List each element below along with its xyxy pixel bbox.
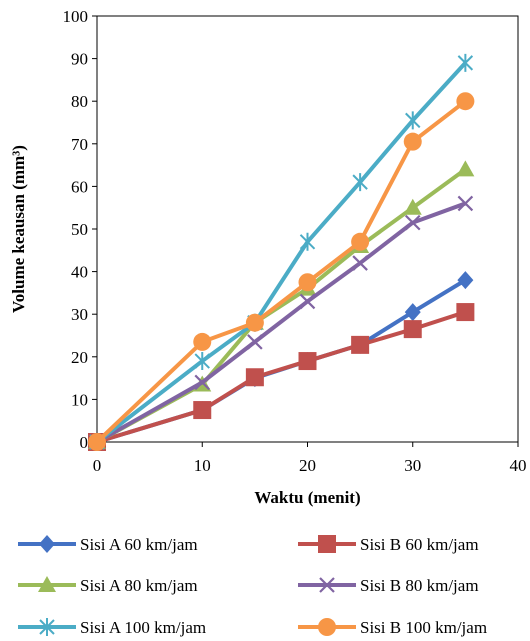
y-tick-label: 90 — [71, 50, 88, 69]
data-point — [457, 195, 474, 212]
legend-label: Sisi B 80 km/jam — [360, 576, 479, 595]
series-line — [95, 99, 467, 444]
data-point — [403, 132, 422, 151]
legend-item: Sisi A 60 km/jam — [18, 535, 198, 554]
x-tick-label: 0 — [93, 456, 102, 475]
y-tick-label: 60 — [71, 177, 88, 196]
y-tick-label: 20 — [71, 348, 88, 367]
legend-label: Sisi A 80 km/jam — [80, 576, 198, 595]
legend-swatch-marker — [38, 576, 56, 592]
y-tick-label: 0 — [80, 433, 89, 452]
legend-item: Sisi B 100 km/jam — [298, 618, 487, 637]
x-axis-label: Waktu (menit) — [254, 488, 360, 507]
chart-axes: 0 10 20 30 40 50 60 70 80 90 100 0 10 20 30 40 — [63, 7, 527, 475]
data-point — [351, 232, 370, 251]
data-point — [298, 273, 317, 292]
x-tick-label: 20 — [299, 456, 316, 475]
legend-item: Sisi B 60 km/jam — [298, 535, 479, 554]
series-sisi-b-60-km-jam — [88, 303, 475, 451]
data-point — [456, 303, 475, 322]
legend-label: Sisi A 60 km/jam — [80, 535, 198, 554]
data-point — [457, 53, 474, 72]
y-tick-label: 40 — [71, 263, 88, 282]
plot-area-border — [96, 15, 519, 443]
data-point — [247, 334, 263, 350]
x-tick-label: 30 — [404, 456, 421, 475]
x-tick-label: 40 — [510, 456, 527, 475]
y-tick-label: 30 — [71, 305, 88, 324]
data-point — [403, 320, 422, 339]
chart-legend: Sisi A 60 km/jam Sisi B 60 km/jam Sisi A 8… — [18, 535, 487, 637]
legend-swatch-marker — [39, 618, 55, 636]
data-point — [193, 332, 212, 351]
legend-item: Sisi B 80 km/jam — [298, 576, 479, 595]
series-sisi-b-100-km-jam — [88, 92, 475, 451]
legend-swatch-marker — [318, 535, 336, 553]
chart-series-layer — [88, 53, 475, 451]
data-point — [405, 111, 421, 130]
y-tick-label: 50 — [71, 220, 88, 239]
data-point — [404, 214, 421, 231]
y-axis-label: Volume keausan (mm³) — [9, 145, 28, 313]
data-point — [404, 303, 421, 322]
data-point — [457, 271, 474, 290]
data-point — [88, 433, 106, 451]
legend-swatch-marker — [39, 535, 55, 553]
data-point — [193, 401, 212, 420]
legend-swatch-marker — [319, 577, 335, 593]
data-point — [456, 160, 475, 177]
data-point — [299, 232, 316, 251]
data-point — [403, 198, 422, 215]
legend-swatch-marker — [318, 618, 336, 636]
x-tick-label: 10 — [194, 456, 211, 475]
y-tick-label: 100 — [63, 7, 89, 26]
series-sisi-a-60-km-jam — [89, 271, 474, 451]
data-point — [194, 352, 210, 371]
data-point — [456, 92, 475, 111]
data-point — [352, 173, 368, 192]
data-point — [352, 255, 368, 271]
y-tick-label: 70 — [71, 135, 88, 154]
y-tick-label: 10 — [71, 390, 88, 409]
legend-item: Sisi A 100 km/jam — [18, 618, 206, 637]
legend-label: Sisi B 100 km/jam — [360, 618, 487, 637]
data-point — [245, 368, 264, 387]
data-point — [194, 374, 211, 391]
data-point — [298, 352, 317, 371]
data-point — [245, 313, 264, 332]
legend-item: Sisi A 80 km/jam — [18, 576, 198, 595]
data-point — [351, 335, 370, 354]
legend-label: Sisi B 60 km/jam — [360, 535, 479, 554]
data-point — [299, 293, 316, 310]
y-tick-label: 80 — [71, 92, 88, 111]
series-line — [95, 61, 467, 444]
legend-label: Sisi A 100 km/jam — [80, 618, 206, 637]
